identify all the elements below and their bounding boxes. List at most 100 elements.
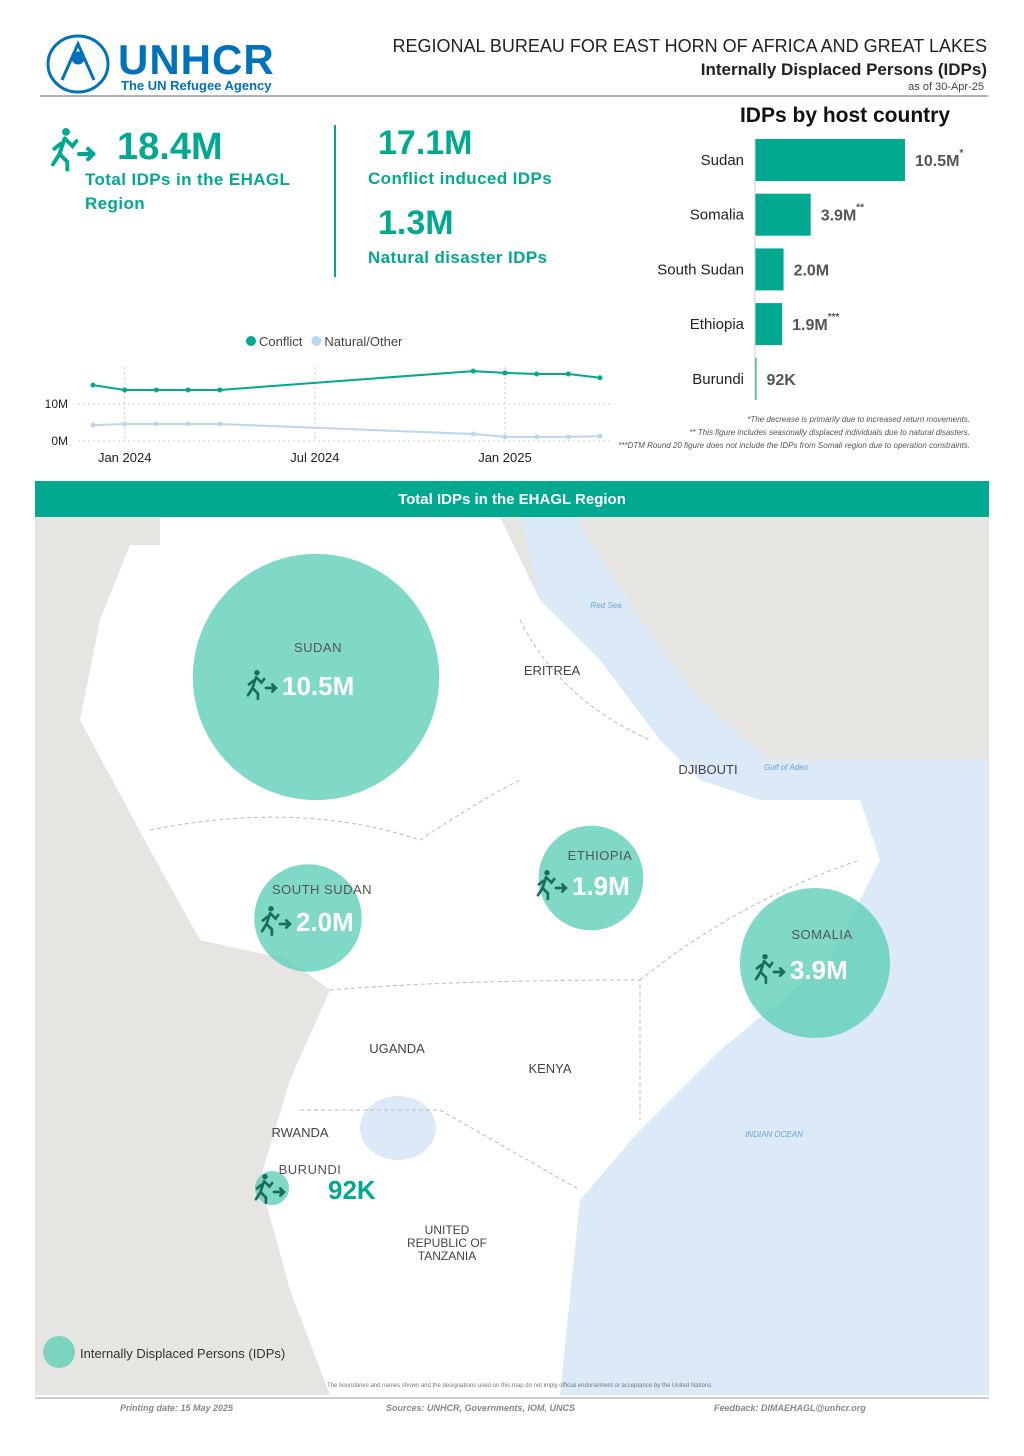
series-point bbox=[597, 433, 603, 439]
icon-head bbox=[62, 128, 70, 136]
country-label: ETHIOPIA bbox=[568, 848, 633, 863]
series-point bbox=[534, 371, 540, 377]
series-point bbox=[597, 375, 603, 381]
series-point bbox=[90, 422, 96, 428]
header-subtitle: Internally Displaced Persons (IDPs) bbox=[700, 60, 987, 79]
footer-printing-date: Printing date: 15 May 2025 bbox=[120, 1403, 234, 1413]
header-title: REGIONAL BUREAU FOR EAST HORN OF AFRICA … bbox=[392, 36, 987, 56]
icon-head bbox=[254, 670, 260, 676]
country-label: SUDAN bbox=[294, 640, 342, 655]
footnote: ***DTM Round 20 figure does not include … bbox=[618, 441, 970, 450]
icon bbox=[536, 870, 568, 901]
bar-value-label: 1.9M bbox=[792, 317, 828, 334]
icon-body bbox=[254, 1179, 274, 1205]
bar bbox=[755, 139, 905, 181]
map-label: ERITREA bbox=[524, 663, 581, 678]
y-tick-label: 0M bbox=[51, 434, 68, 448]
footnote: ** This figure includes seasonally displ… bbox=[689, 428, 970, 437]
bar bbox=[755, 303, 783, 346]
icon bbox=[51, 128, 97, 172]
icon-arrow bbox=[772, 967, 786, 977]
map-label: UGANDA bbox=[369, 1041, 425, 1056]
kpi-label: Conflict induced IDPs bbox=[368, 169, 553, 188]
series-point bbox=[565, 371, 571, 377]
bar-category-label: Ethiopia bbox=[690, 316, 745, 333]
icon-body bbox=[51, 136, 79, 172]
bubble-value-label: 10.5M bbox=[282, 671, 354, 701]
series-point bbox=[90, 382, 96, 388]
bar-chart-title: IDPs by host country bbox=[739, 104, 950, 127]
series-point bbox=[217, 387, 223, 393]
series-point bbox=[153, 387, 159, 393]
bar-category-label: Burundi bbox=[692, 371, 744, 388]
footnote: *The decrease is primarily due to increa… bbox=[747, 415, 970, 424]
icon-arrow bbox=[272, 1187, 286, 1197]
series-point bbox=[185, 421, 191, 427]
map-label: Gulf of Aden bbox=[764, 763, 809, 772]
map-label: RWANDA bbox=[271, 1125, 328, 1140]
kpi-label: Natural disaster IDPs bbox=[368, 248, 548, 267]
footnote-mark: ** bbox=[856, 203, 864, 214]
bar-value-label: 2.0M bbox=[794, 262, 830, 279]
icon-head bbox=[762, 954, 768, 960]
kpi-value: 1.3M bbox=[378, 204, 454, 242]
icon-body bbox=[260, 911, 280, 937]
footer-feedback: Feedback: DIMAEHAGL@unhcr.org bbox=[714, 1403, 866, 1413]
bar-value-label: 3.9M bbox=[821, 208, 857, 225]
icon-arrow bbox=[77, 146, 97, 162]
icon-head bbox=[262, 1174, 268, 1180]
logo-emblem bbox=[46, 34, 110, 94]
icon bbox=[754, 954, 786, 985]
map-label: KENYA bbox=[528, 1061, 571, 1076]
map-legend-label: Internally Displaced Persons (IDPs) bbox=[80, 1346, 286, 1361]
series-point bbox=[470, 368, 476, 374]
bubble-value-label: 92K bbox=[328, 1175, 376, 1205]
icon-arrow bbox=[264, 683, 278, 693]
icon-body bbox=[536, 875, 556, 901]
bubble-value-label: 2.0M bbox=[296, 907, 354, 937]
bar-value-label: 10.5M bbox=[915, 153, 959, 170]
icon-body bbox=[754, 959, 774, 985]
legend-marker bbox=[246, 336, 256, 346]
map-label: DJIBOUTI bbox=[678, 762, 737, 777]
logo-text: UNHCR bbox=[118, 36, 275, 83]
y-tick-label: 10M bbox=[45, 397, 68, 411]
bar-category-label: Sudan bbox=[701, 152, 744, 169]
icon bbox=[254, 1174, 286, 1205]
series-point bbox=[185, 387, 191, 393]
logo-subtitle: The UN Refugee Agency bbox=[121, 78, 272, 93]
map-header bbox=[35, 481, 989, 517]
bubble-value-label: 1.9M bbox=[572, 871, 630, 901]
icon bbox=[260, 906, 292, 937]
map-disclaimer: The boundaries and names shown and the d… bbox=[327, 1383, 713, 1389]
icon-arrow bbox=[278, 919, 292, 929]
legend-label: Conflict bbox=[259, 334, 303, 349]
legend-marker bbox=[311, 336, 322, 346]
idp-bubble bbox=[538, 825, 644, 931]
bar bbox=[755, 193, 811, 236]
map-label: INDIAN OCEAN bbox=[745, 1130, 803, 1139]
header-date: as of 30-Apr-25 bbox=[908, 81, 984, 93]
series-line bbox=[92, 370, 601, 391]
legend-label: Natural/Other bbox=[324, 334, 403, 349]
kpi-label: Total IDPs in the EHAGL Region bbox=[85, 170, 291, 213]
country-label: BURUNDI bbox=[279, 1162, 342, 1177]
series-point bbox=[565, 434, 571, 440]
kpi-value: 18.4M bbox=[117, 126, 223, 168]
x-tick-label: Jul 2024 bbox=[290, 450, 339, 465]
series-line bbox=[92, 422, 601, 438]
series-point bbox=[470, 431, 476, 437]
kpi-value: 17.1M bbox=[378, 124, 473, 162]
footnote-mark: * bbox=[959, 148, 963, 159]
bubble-value-label: 3.9M bbox=[790, 955, 848, 985]
series-point bbox=[153, 421, 159, 427]
icon-head bbox=[268, 906, 274, 912]
bar bbox=[755, 357, 757, 400]
footer-sources: Sources: UNHCR, Governments, IOM, UNCS bbox=[386, 1403, 576, 1413]
series-point bbox=[217, 421, 223, 427]
series-point bbox=[534, 434, 540, 440]
icon bbox=[246, 670, 278, 701]
series-point bbox=[122, 387, 128, 393]
